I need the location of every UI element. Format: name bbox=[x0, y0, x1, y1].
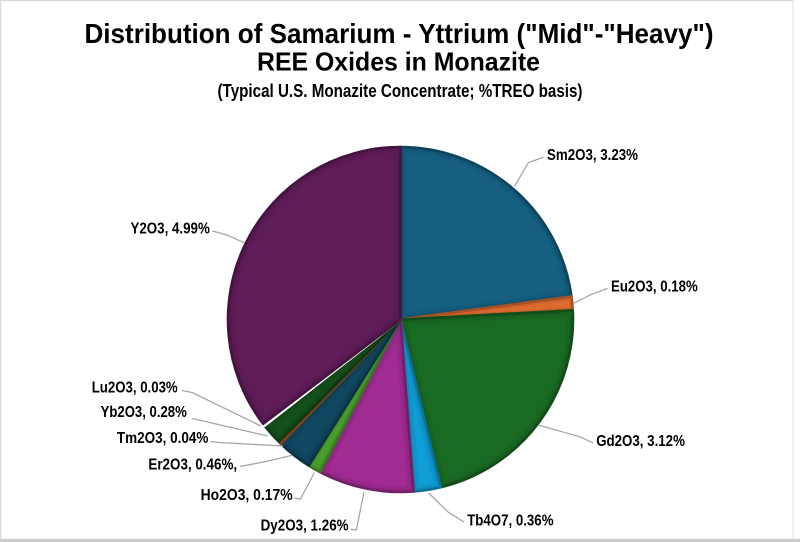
svg-text:Eu2O3, 0.18%: Eu2O3, 0.18% bbox=[611, 278, 698, 295]
svg-text:Yb2O3, 0.28%: Yb2O3, 0.28% bbox=[101, 404, 187, 421]
svg-text:Distribution of Samarium - Ytt: Distribution of Samarium - Yttrium ("Mid… bbox=[85, 18, 714, 49]
svg-text:REE Oxides in Monazite: REE Oxides in Monazite bbox=[257, 46, 540, 76]
svg-text:Y2O3, 4.99%: Y2O3, 4.99% bbox=[131, 220, 210, 237]
svg-text:Tm2O3, 0.04%: Tm2O3, 0.04% bbox=[117, 430, 208, 447]
svg-text:(Typical U.S. Monazite Concent: (Typical U.S. Monazite Concentrate; %TRE… bbox=[218, 81, 583, 101]
svg-text:Er2O3, 0.46%,: Er2O3, 0.46%, bbox=[148, 456, 237, 473]
svg-text:Lu2O3, 0.03%: Lu2O3, 0.03% bbox=[92, 380, 178, 397]
svg-text:Sm2O3, 3.23%: Sm2O3, 3.23% bbox=[547, 147, 638, 164]
svg-text:Gd2O3, 3.12%: Gd2O3, 3.12% bbox=[596, 433, 685, 450]
svg-text:Ho2O3, 0.17%: Ho2O3, 0.17% bbox=[201, 487, 293, 504]
svg-text:Dy2O3, 1.26%: Dy2O3, 1.26% bbox=[261, 518, 349, 535]
svg-text:Tb4O7, 0.36%: Tb4O7, 0.36% bbox=[467, 513, 553, 530]
